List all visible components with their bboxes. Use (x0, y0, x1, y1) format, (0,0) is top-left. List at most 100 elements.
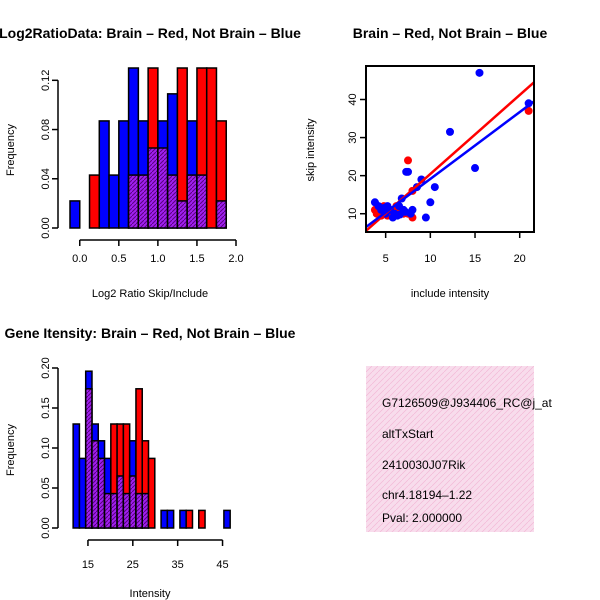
scatter-points (366, 68, 534, 232)
intensity-x-tick-label: 35 (172, 559, 184, 571)
ratio-bar-notbrain (118, 120, 130, 229)
scatter-y-tick-label: 20 (347, 170, 359, 182)
intensity-x-label: Intensity (130, 588, 171, 600)
ratio-y-axis: 0.00 0.04 0.08 0.12 (40, 70, 59, 239)
intensity-bars (72, 370, 231, 529)
ratio-y-tick-label: 0.04 (40, 168, 52, 189)
ratio-x-tick-label: 0.0 (72, 253, 87, 265)
ratio-bar-overlap (215, 200, 227, 229)
intensity-bar-brain (147, 457, 156, 529)
ratio-bars (69, 67, 227, 229)
intensity-bar-notbrain (166, 509, 175, 529)
scatter-x-tick-label: 5 (383, 253, 389, 265)
scatter-point-notbrain (426, 198, 435, 207)
ratio-y-label: Frequency (5, 124, 17, 176)
ratio-bar-overlap (176, 200, 188, 229)
ratio-y-tick-label: 0.00 (40, 217, 52, 238)
intensity-bar-overlap (84, 388, 93, 529)
scatter-point-notbrain (471, 164, 480, 173)
intensity-bar-overlap (103, 492, 112, 529)
ratio-y-tick-label: 0.08 (40, 119, 52, 140)
intensity-y-tick-label: 0.05 (40, 477, 52, 498)
scatter-x-label: include intensity (411, 288, 490, 300)
scatter-point-notbrain (421, 213, 430, 222)
ratio-bar-notbrain (108, 174, 120, 229)
scatter-point-notbrain (379, 204, 388, 213)
intensity-x-tick-label: 15 (82, 559, 94, 571)
scatter-point-notbrain (475, 68, 484, 77)
info-background (366, 366, 534, 532)
scatter-x-axis: 5 10 15 20 (383, 232, 526, 265)
intensity-bar-brain (185, 509, 194, 529)
ratio-bar-overlap (147, 147, 159, 229)
info-event-type: altTxStart (382, 427, 434, 441)
ratio-bar-overlap (157, 147, 169, 229)
scatter-point-notbrain (388, 213, 397, 222)
scatter-point-notbrain (401, 207, 410, 216)
ratio-bar-overlap (127, 174, 140, 229)
intensity-bar-overlap (135, 492, 143, 529)
ratio-x-tick-label: 1.0 (150, 253, 165, 265)
scatter-point-brain (524, 106, 533, 115)
scatter-point-brain (404, 156, 412, 165)
intensity-bar-overlap (91, 440, 100, 529)
intensity-bar-notbrain (160, 509, 169, 529)
scatter-point-notbrain (430, 183, 439, 192)
intensity-y-tick-label: 0.15 (40, 397, 52, 418)
info-location: chr4.18194–1.22 (382, 488, 472, 502)
scatter-title: Brain – Red, Not Brain – Blue (353, 25, 548, 41)
intensity-bar-overlap (97, 457, 106, 529)
intensity-bar-notbrain (72, 423, 81, 529)
scatter-point-notbrain (446, 127, 454, 136)
intensity-bar-notbrain (78, 457, 87, 529)
ratio-bar-notbrain (69, 200, 81, 229)
scatter-point-notbrain (408, 205, 417, 214)
intensity-bar-notbrain (179, 509, 187, 529)
ratio-bar-brain (88, 174, 101, 229)
scatter-y-tick-label: 40 (347, 93, 359, 105)
intensity-bar-overlap (141, 492, 150, 529)
intensity-title: Gene Itensity: Brain – Red, Not Brain – … (5, 325, 296, 341)
intensity-y-label: Frequency (5, 424, 17, 476)
scatter-y-label: skip intensity (305, 118, 317, 181)
ratio-bar-notbrain (98, 120, 110, 229)
ratio-bar-overlap (196, 174, 208, 229)
intensity-y-axis: 0.00 0.05 0.10 0.15 0.20 (40, 357, 59, 539)
ratio-title: Log2RatioData: Brain – Red, Not Brain – … (0, 25, 301, 41)
intensity-x-axis: 15 25 35 45 (82, 539, 229, 571)
intensity-x-tick-label: 45 (216, 559, 228, 571)
ratio-bar-overlap (186, 174, 198, 229)
info-pval: Pval: 2.000000 (382, 511, 462, 525)
intensity-histogram: Gene Itensity: Brain – Red, Not Brain – … (5, 325, 296, 600)
intensity-bar-overlap (128, 475, 137, 529)
ratio-x-label: Log2 Ratio Skip/Include (92, 288, 208, 300)
ratio-x-tick-label: 1.5 (189, 253, 204, 265)
ratio-x-tick-label: 0.5 (111, 253, 126, 265)
scatter-fit-line-notbrain (366, 100, 534, 229)
intensity-y-tick-label: 0.00 (40, 517, 52, 538)
ratio-y-tick-label: 0.12 (40, 70, 52, 91)
intensity-bar-notbrain (223, 509, 231, 529)
scatter-point-notbrain (404, 167, 412, 176)
ratio-histogram: Log2RatioData: Brain – Red, Not Brain – … (0, 25, 301, 300)
scatter-y-tick-label: 30 (347, 131, 359, 143)
ratio-x-tick-label: 2.0 (228, 253, 243, 265)
scatter-x-tick-label: 10 (424, 253, 436, 265)
scatter-y-tick-label: 10 (347, 208, 359, 220)
ratio-x-axis: 0.0 0.5 1.0 1.5 2.0 (72, 239, 244, 265)
intensity-x-tick-label: 25 (127, 559, 139, 571)
scatter-x-tick-label: 15 (469, 253, 481, 265)
intensity-bar-overlap (122, 492, 131, 529)
info-panel: G7126509@J934406_RC@j_at altTxStart 2410… (366, 366, 552, 532)
scatter-y-axis: 10 20 30 40 (347, 93, 366, 220)
info-probe-id: G7126509@J934406_RC@j_at (382, 396, 552, 410)
intensity-bar-overlap (116, 475, 125, 529)
intensity-bar-brain (198, 509, 206, 529)
scatter-box (365, 65, 535, 233)
intensity-y-tick-label: 0.10 (40, 437, 52, 458)
ratio-bar-overlap (166, 174, 179, 229)
info-gene-name: 2410030J07Rik (382, 458, 466, 472)
intensity-bar-overlap (110, 492, 118, 529)
ratio-bar-overlap (137, 174, 149, 229)
